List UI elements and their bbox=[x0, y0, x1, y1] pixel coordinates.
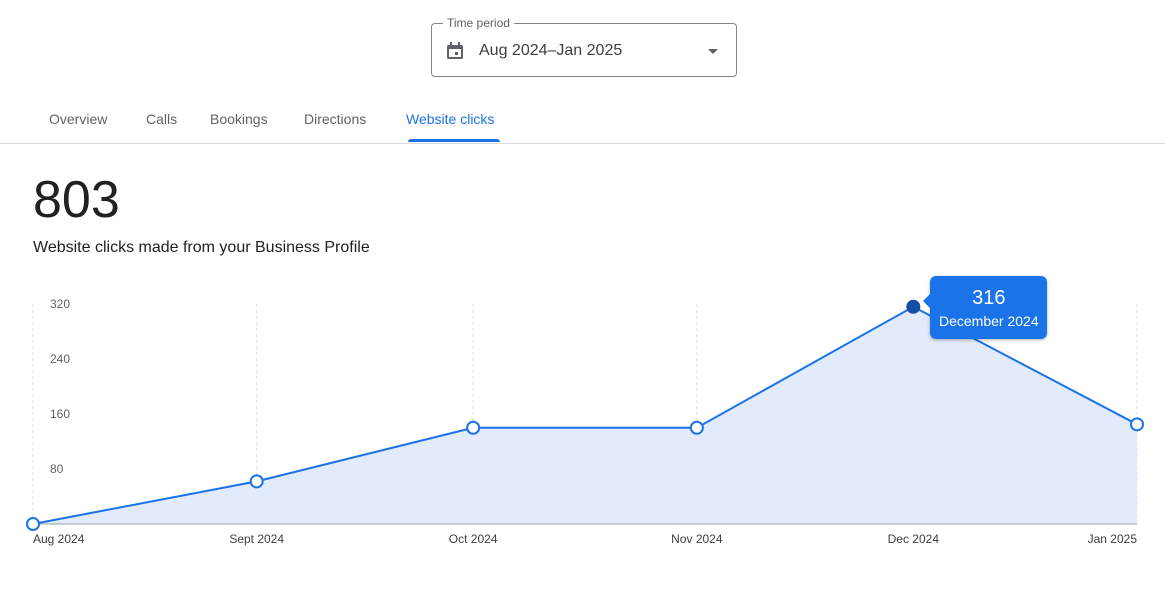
x-tick-label: Jan 2025 bbox=[1088, 532, 1138, 546]
y-tick-label: 320 bbox=[50, 297, 70, 311]
time-period-select[interactable]: Time period Aug 2024–Jan 2025 bbox=[431, 16, 737, 77]
x-tick-label: Nov 2024 bbox=[671, 532, 723, 546]
x-tick-label: Dec 2024 bbox=[888, 532, 940, 546]
metric-description: Website clicks made from your Business P… bbox=[33, 239, 370, 256]
dropdown-arrow-icon bbox=[708, 49, 718, 54]
tab-overview[interactable]: Overview bbox=[49, 111, 108, 127]
time-period-value: Aug 2024–Jan 2025 bbox=[479, 42, 623, 59]
time-period-label: Time period bbox=[443, 16, 514, 30]
data-point bbox=[689, 420, 704, 435]
tooltip-value: 316 bbox=[972, 286, 1006, 309]
x-tick-label: Sept 2024 bbox=[229, 532, 284, 546]
active-tab-indicator bbox=[408, 139, 500, 142]
chart-tooltip: 316 December 2024 bbox=[923, 275, 1048, 339]
area-fill bbox=[33, 306, 1137, 524]
y-tick-label: 160 bbox=[50, 407, 70, 421]
calendar-icon bbox=[447, 42, 463, 59]
data-point bbox=[26, 517, 40, 531]
total-clicks: 803 bbox=[33, 171, 120, 229]
tab-website-clicks[interactable]: Website clicks bbox=[406, 111, 495, 127]
y-tick-label: 80 bbox=[50, 462, 64, 476]
tab-bookings[interactable]: Bookings bbox=[210, 111, 268, 127]
x-tick-label: Aug 2024 bbox=[33, 532, 85, 546]
tab-directions[interactable]: Directions bbox=[304, 111, 367, 127]
tab-bar: Overview Calls Bookings Directions Websi… bbox=[0, 100, 1165, 144]
y-tick-label: 240 bbox=[50, 352, 70, 366]
tooltip-label: December 2024 bbox=[939, 312, 1039, 329]
data-point bbox=[466, 420, 481, 435]
data-point bbox=[249, 474, 264, 489]
data-point bbox=[906, 299, 921, 314]
x-tick-label: Oct 2024 bbox=[449, 532, 498, 546]
data-point bbox=[1130, 417, 1144, 432]
tab-calls[interactable]: Calls bbox=[146, 111, 178, 127]
